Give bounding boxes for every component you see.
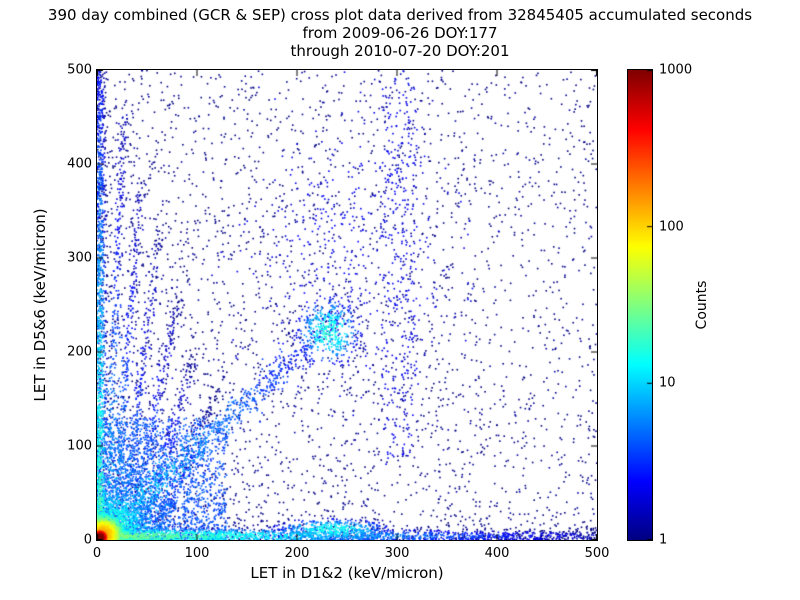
colorbar-tick-label: 100: [659, 219, 684, 235]
x-tick-label: 200: [284, 546, 310, 561]
y-tick-label: 100: [67, 438, 92, 454]
colorbar-gradient-canvas: [628, 70, 652, 540]
plot-area: [96, 69, 598, 541]
x-tick-label: 400: [484, 546, 510, 561]
colorbar-label: Counts: [694, 280, 710, 330]
x-tick-label: 0: [92, 546, 102, 561]
y-tick-label: 400: [67, 156, 92, 172]
colorbar: [627, 69, 653, 541]
x-axis-label: LET in D1&2 (keV/micron): [250, 564, 444, 582]
chart-title: 390 day combined (GCR & SEP) cross plot …: [47, 6, 753, 24]
scatter-canvas: [97, 70, 597, 540]
x-tick-label: 100: [184, 546, 210, 561]
colorbar-tick-label: 10: [659, 375, 676, 391]
y-axis-label: LET in D5&6 (keV/micron): [31, 208, 49, 402]
x-tick-label: 300: [384, 546, 410, 561]
colorbar-tick-label: 1000: [659, 62, 693, 78]
y-tick-label: 200: [67, 344, 92, 360]
y-tick-label: 0: [83, 532, 92, 548]
chart-subtitle-through: through 2010-07-20 DOY:201: [290, 42, 510, 60]
y-tick-label: 500: [67, 62, 92, 78]
y-tick-label: 300: [67, 250, 92, 266]
chart-subtitle-from: from 2009-06-26 DOY:177: [302, 24, 498, 42]
colorbar-tick-label: 1: [659, 532, 668, 548]
x-tick-label: 500: [584, 546, 610, 561]
